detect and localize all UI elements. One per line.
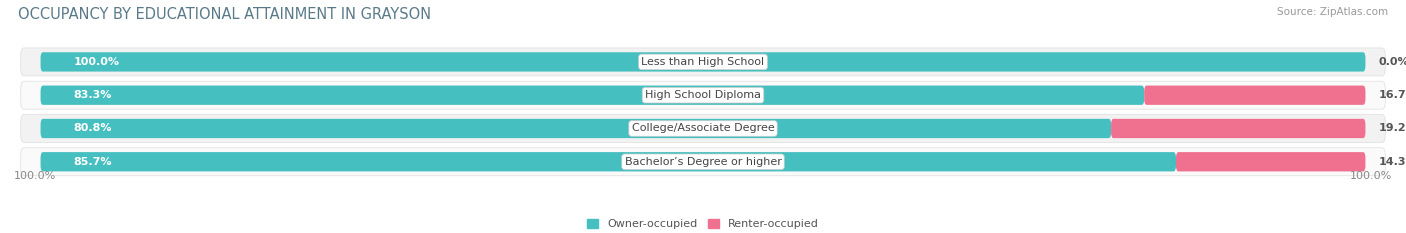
FancyBboxPatch shape — [1111, 119, 1365, 138]
Text: Less than High School: Less than High School — [641, 57, 765, 67]
FancyBboxPatch shape — [21, 48, 1385, 76]
FancyBboxPatch shape — [1175, 152, 1365, 171]
FancyBboxPatch shape — [1144, 86, 1365, 105]
Text: 83.3%: 83.3% — [73, 90, 112, 100]
FancyBboxPatch shape — [21, 148, 1385, 176]
Text: Source: ZipAtlas.com: Source: ZipAtlas.com — [1277, 7, 1388, 17]
Text: 80.8%: 80.8% — [73, 123, 112, 134]
FancyBboxPatch shape — [41, 52, 1365, 72]
Text: 85.7%: 85.7% — [73, 157, 112, 167]
FancyBboxPatch shape — [21, 114, 1385, 142]
Legend: Owner-occupied, Renter-occupied: Owner-occupied, Renter-occupied — [586, 219, 820, 229]
FancyBboxPatch shape — [41, 152, 1175, 171]
FancyBboxPatch shape — [41, 119, 1111, 138]
Text: 0.0%: 0.0% — [1379, 57, 1406, 67]
Text: High School Diploma: High School Diploma — [645, 90, 761, 100]
Text: 100.0%: 100.0% — [1350, 171, 1392, 181]
Text: Bachelor’s Degree or higher: Bachelor’s Degree or higher — [624, 157, 782, 167]
Text: OCCUPANCY BY EDUCATIONAL ATTAINMENT IN GRAYSON: OCCUPANCY BY EDUCATIONAL ATTAINMENT IN G… — [18, 7, 432, 22]
Text: College/Associate Degree: College/Associate Degree — [631, 123, 775, 134]
Text: 100.0%: 100.0% — [73, 57, 120, 67]
FancyBboxPatch shape — [41, 86, 1144, 105]
Text: 16.7%: 16.7% — [1379, 90, 1406, 100]
FancyBboxPatch shape — [21, 81, 1385, 109]
Text: 19.2%: 19.2% — [1379, 123, 1406, 134]
Text: 100.0%: 100.0% — [14, 171, 56, 181]
Text: 14.3%: 14.3% — [1379, 157, 1406, 167]
